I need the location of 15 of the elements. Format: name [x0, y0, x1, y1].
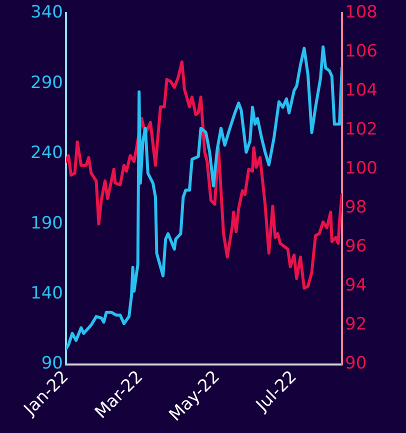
y2-tick-label: 104	[345, 80, 378, 101]
y2-tick-label: 108	[345, 2, 378, 23]
y-tick-label: 290	[30, 72, 63, 93]
y-tick-label: 340	[30, 2, 63, 23]
y2-tick-label: 100	[345, 158, 378, 179]
y2-tick-label: 96	[345, 236, 367, 257]
y2-tick-label: 92	[345, 314, 367, 335]
y-tick-label: 240	[30, 143, 63, 164]
y2-tick-label: 98	[345, 198, 367, 218]
y2-tick-label: 94	[345, 276, 367, 296]
y-tick-label: 140	[30, 284, 63, 304]
y-tick-label: 190	[30, 213, 63, 234]
y2-tick-label: 102	[345, 120, 378, 140]
y2-tick-label: 106	[345, 42, 378, 62]
y2-tick-label: 90	[345, 354, 367, 374]
